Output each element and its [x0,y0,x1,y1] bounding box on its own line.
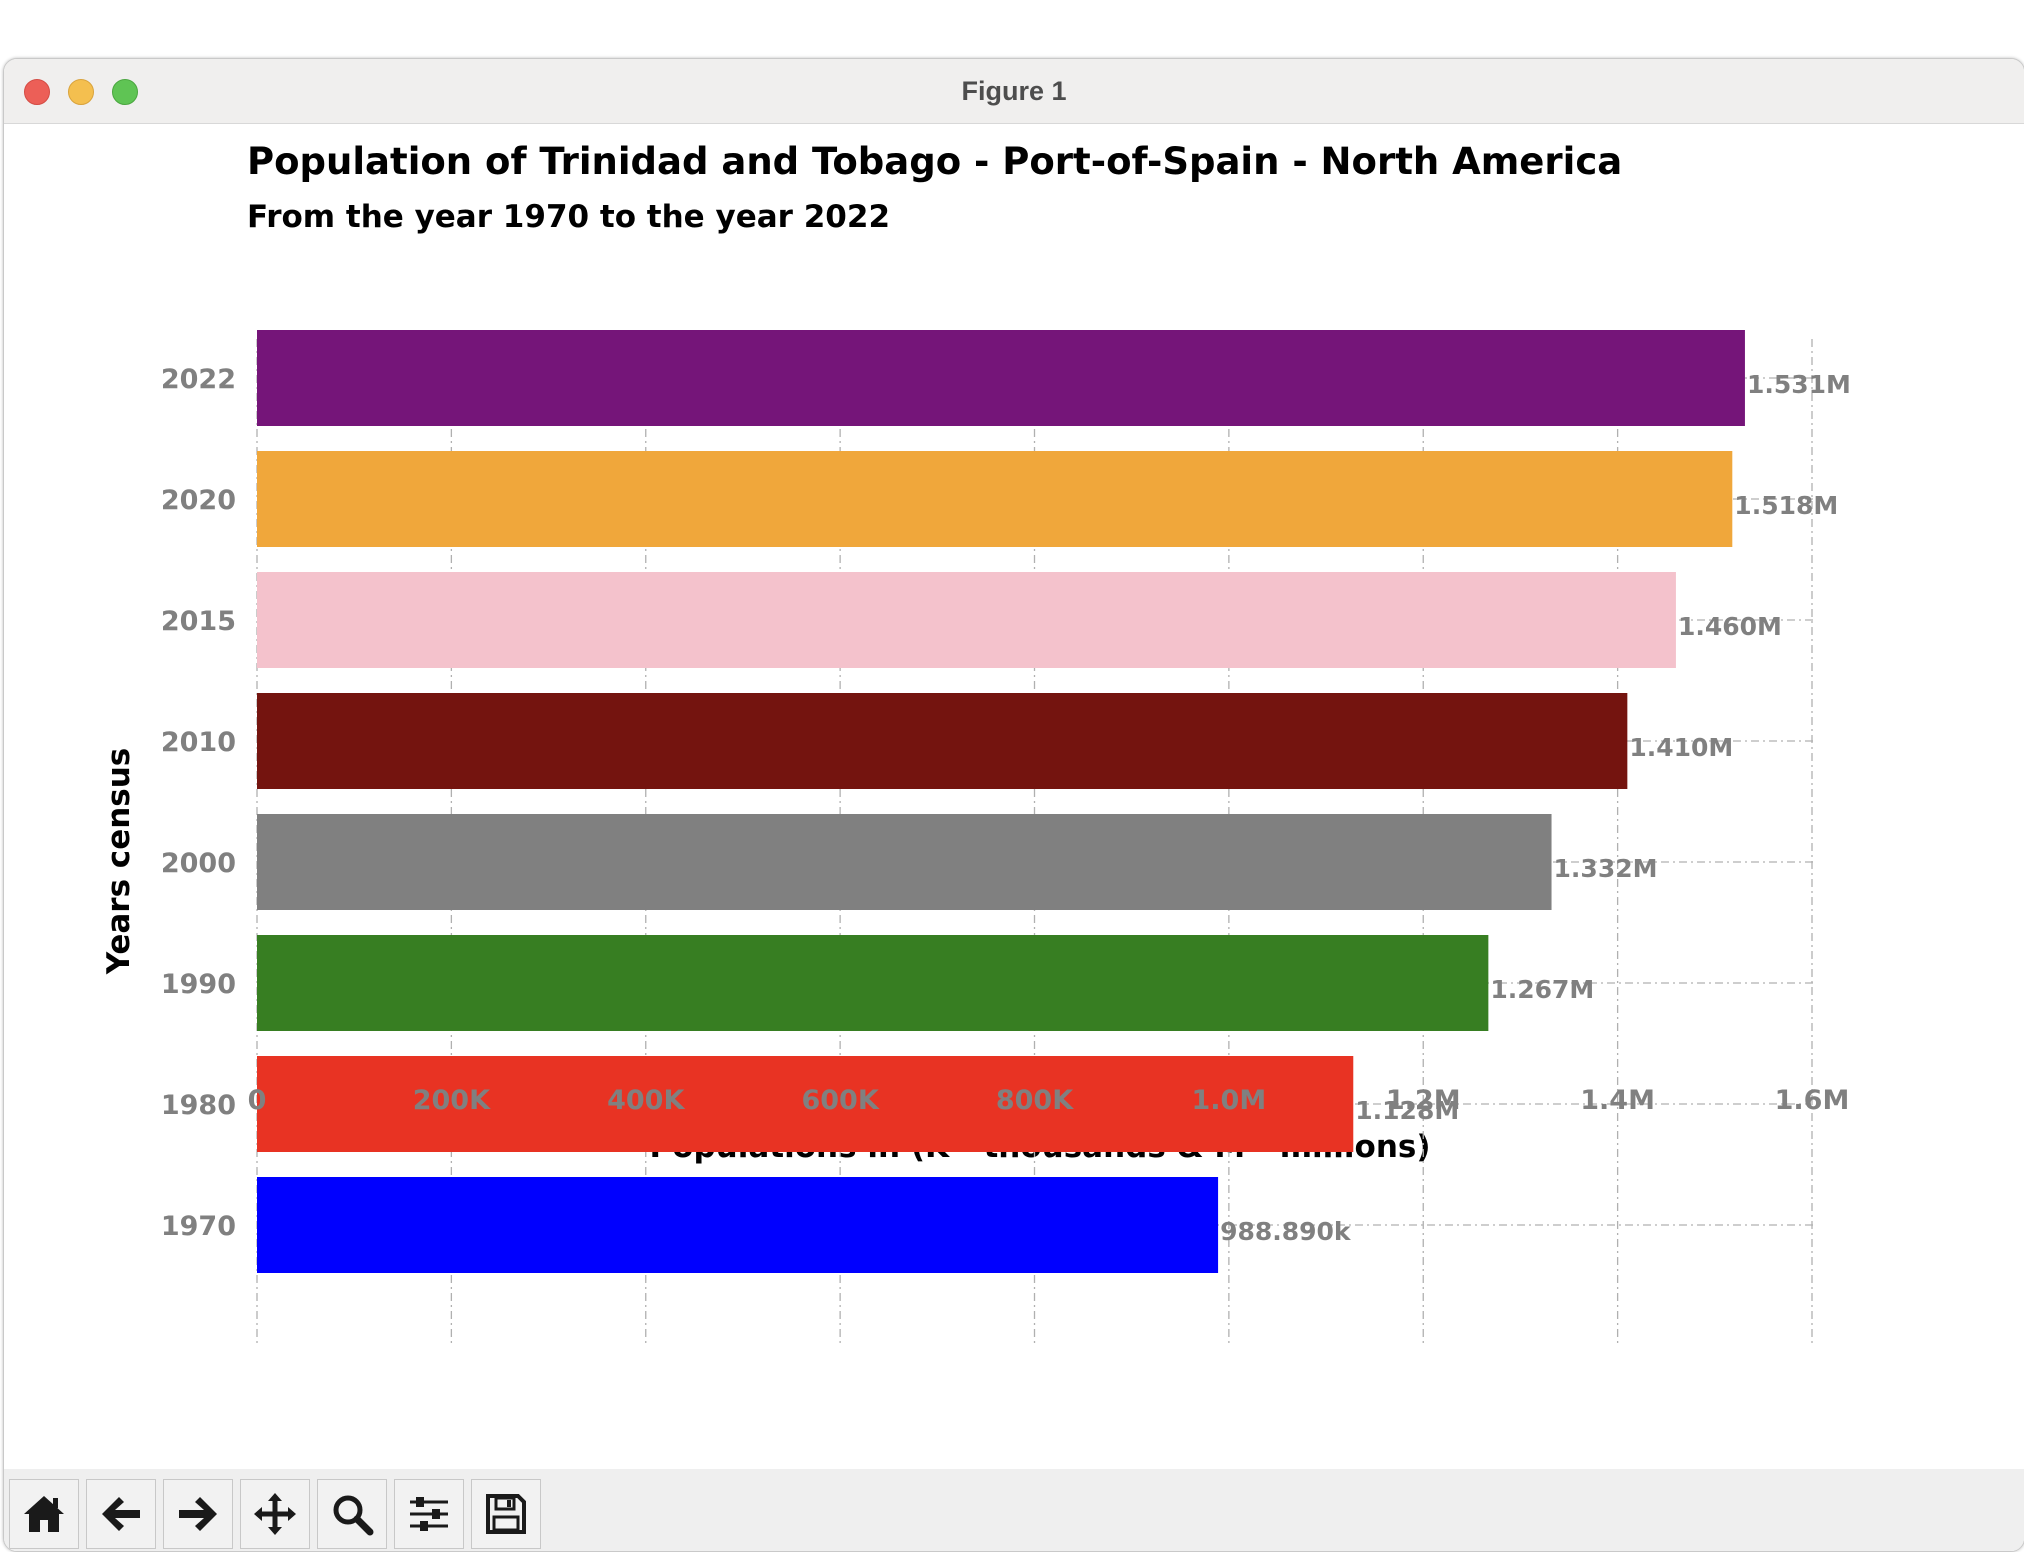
zoom-window-button[interactable] [112,79,138,105]
x-tick-label: 1.6M [1775,1085,1850,1116]
y-tick-label: 1990 [161,969,236,1000]
bar-value-label: 1.518M [1734,491,1838,520]
bar-value-label: 1.410M [1629,733,1733,762]
magnifier-icon [333,1495,374,1536]
chart-title: Population of Trinidad and Tobago - Port… [247,140,1622,183]
bar-value-label: 1.128M [1355,1096,1459,1125]
bar-value-label: 1.531M [1747,370,1851,399]
chart-subtitle: From the year 1970 to the year 2022 [247,199,890,235]
bar-2015 [257,572,1676,668]
y-tick-label: 2020 [161,485,236,516]
window-title: Figure 1 [961,76,1067,106]
pan-button[interactable] [240,1479,310,1549]
zoom-button[interactable] [317,1479,387,1549]
figure-window: Figure 1 Population of Trinidad and Toba… [3,58,2024,1552]
bar-chart: Population of Trinidad and Tobago - Port… [101,140,1851,1343]
bar-1970 [257,1177,1219,1273]
sliders-icon [410,1497,448,1531]
configure-subplots-button[interactable] [394,1479,464,1549]
home-button[interactable] [9,1479,79,1549]
home-icon [24,1496,64,1532]
bar-1980 [257,1056,1354,1152]
forward-button[interactable] [163,1479,233,1549]
save-button[interactable] [471,1479,541,1549]
figure-canvas[interactable]: Population of Trinidad and Tobago - Port… [4,124,2024,1469]
back-button[interactable] [86,1479,156,1549]
navigation-toolbar [4,1469,2024,1551]
x-tick-label: 800K [996,1085,1074,1116]
x-tick-label: 1.4M [1580,1085,1655,1116]
close-window-button[interactable] [24,79,50,105]
bar-2022 [257,330,1745,426]
y-tick-label: 2000 [161,848,236,879]
floppy-disk-icon [486,1494,526,1534]
y-tick-label: 2010 [161,727,236,758]
x-tick-label: 1.2M [1386,1085,1461,1116]
y-tick-label: 2022 [161,364,236,395]
x-tick-label: 200K [413,1085,491,1116]
bar-2000 [257,814,1552,910]
x-tick-label: 0 [248,1085,267,1116]
move-icon [254,1493,296,1535]
bar-2010 [257,693,1628,789]
y-axis-label: Years census [101,748,137,976]
bar-value-label: 988.890k [1220,1217,1352,1246]
title-bar[interactable]: Figure 1 [4,59,2024,124]
x-tick-label: 1.0M [1192,1085,1267,1116]
y-tick-label: 1980 [161,1090,236,1121]
bar-2020 [257,451,1733,547]
bar-value-label: 1.460M [1678,612,1782,641]
y-tick-label: 1970 [161,1211,236,1242]
bar-value-label: 1.332M [1554,854,1658,883]
minimize-window-button[interactable] [68,79,94,105]
arrow-left-icon [102,1497,140,1531]
bar-value-label: 1.267M [1490,975,1594,1004]
bar-1990 [257,935,1489,1031]
arrow-right-icon [179,1497,217,1531]
x-tick-label: 600K [801,1085,879,1116]
y-tick-label: 2015 [161,606,236,637]
x-tick-label: 400K [607,1085,685,1116]
